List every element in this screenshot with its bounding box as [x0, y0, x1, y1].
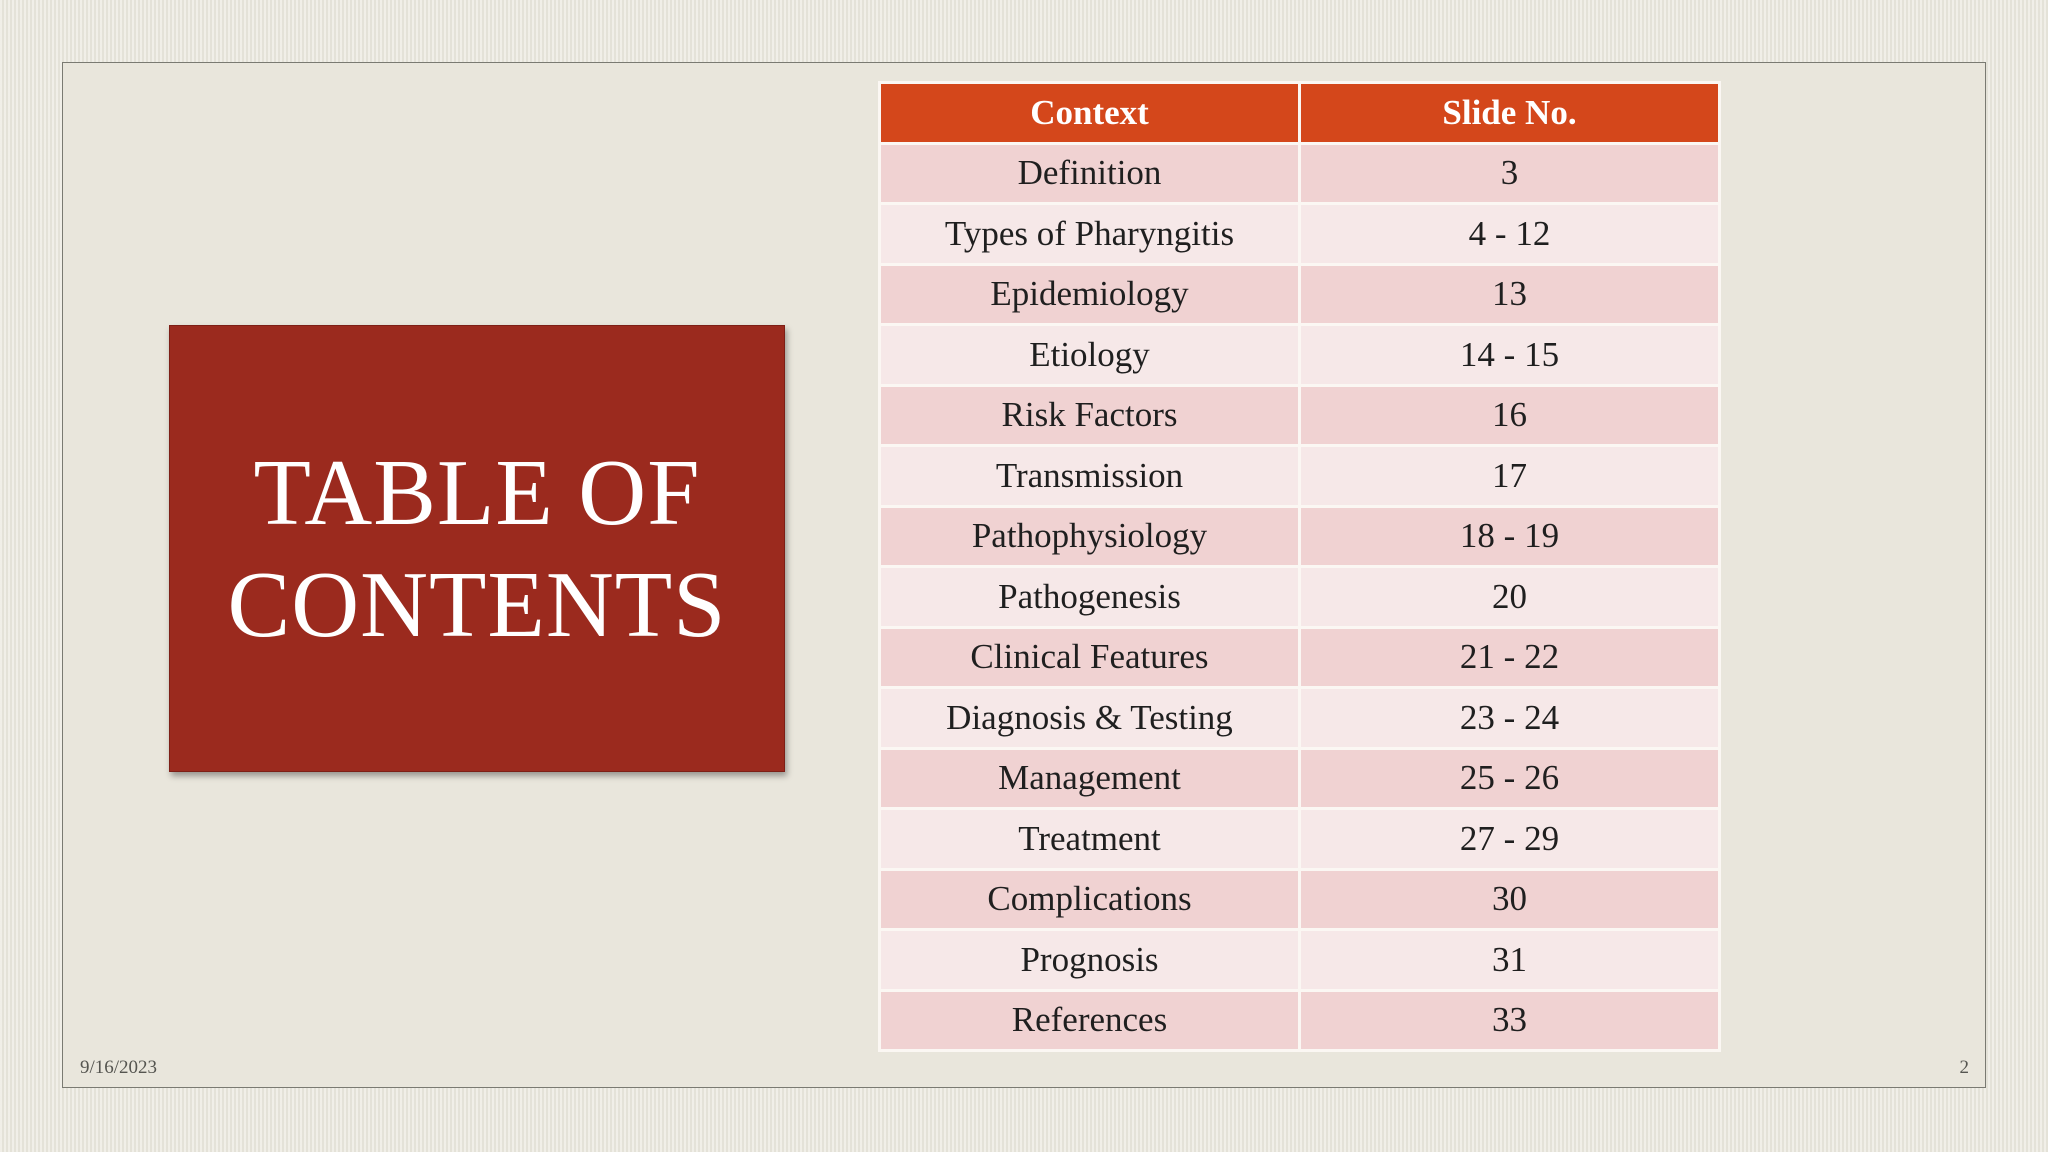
slide-title: TABLE OF CONTENTS: [227, 440, 727, 657]
row-context: Pathogenesis: [878, 565, 1301, 629]
row-slide-no: 18 - 19: [1298, 504, 1721, 568]
table-row: Management 25 - 26: [878, 746, 1721, 810]
table-row: Etiology 14 - 15: [878, 323, 1721, 387]
table-row: Risk Factors 16: [878, 383, 1721, 447]
slide-number: 2: [1959, 1057, 1970, 1078]
contents-table: Context Slide No. Definition 3 Types of …: [878, 81, 1721, 1052]
table-row: Clinical Features 21 - 22: [878, 625, 1721, 689]
row-context: Prognosis: [878, 928, 1301, 992]
row-context: Risk Factors: [878, 383, 1301, 447]
row-context: Transmission: [878, 444, 1301, 508]
slide: TABLE OF CONTENTS Context Slide No. Defi…: [62, 62, 1986, 1088]
row-context: Clinical Features: [878, 625, 1301, 689]
row-slide-no: 3: [1298, 141, 1721, 205]
row-slide-no: 23 - 24: [1298, 686, 1721, 750]
table-row: Prognosis 31: [878, 928, 1721, 992]
row-context: Complications: [878, 867, 1301, 931]
row-slide-no: 30: [1298, 867, 1721, 931]
row-context: Types of Pharyngitis: [878, 202, 1301, 266]
table-row: Transmission 17: [878, 444, 1721, 508]
row-slide-no: 33: [1298, 988, 1721, 1052]
row-slide-no: 17: [1298, 444, 1721, 508]
table-row: Epidemiology 13: [878, 262, 1721, 326]
row-context: Epidemiology: [878, 262, 1301, 326]
title-box: TABLE OF CONTENTS: [169, 325, 785, 772]
row-slide-no: 27 - 29: [1298, 807, 1721, 871]
row-slide-no: 25 - 26: [1298, 746, 1721, 810]
table-row: Diagnosis & Testing 23 - 24: [878, 686, 1721, 750]
table-row: Complications 30: [878, 867, 1721, 931]
row-context: Pathophysiology: [878, 504, 1301, 568]
row-context: Management: [878, 746, 1301, 810]
table-row: Pathophysiology 18 - 19: [878, 504, 1721, 568]
row-slide-no: 21 - 22: [1298, 625, 1721, 689]
row-slide-no: 20: [1298, 565, 1721, 629]
row-context: Diagnosis & Testing: [878, 686, 1301, 750]
table-row: References 33: [878, 988, 1721, 1052]
column-header-slide-no: Slide No.: [1298, 81, 1721, 145]
table-row: Pathogenesis 20: [878, 565, 1721, 629]
table-row: Treatment 27 - 29: [878, 807, 1721, 871]
table-header-row: Context Slide No.: [878, 81, 1721, 145]
table-row: Definition 3: [878, 141, 1721, 205]
row-slide-no: 14 - 15: [1298, 323, 1721, 387]
row-context: Definition: [878, 141, 1301, 205]
row-context: Treatment: [878, 807, 1301, 871]
row-slide-no: 16: [1298, 383, 1721, 447]
row-slide-no: 13: [1298, 262, 1721, 326]
footer-date: 9/16/2023: [80, 1057, 158, 1078]
row-context: References: [878, 988, 1301, 1052]
row-context: Etiology: [878, 323, 1301, 387]
row-slide-no: 31: [1298, 928, 1721, 992]
row-slide-no: 4 - 12: [1298, 202, 1721, 266]
table-row: Types of Pharyngitis 4 - 12: [878, 202, 1721, 266]
column-header-context: Context: [878, 81, 1301, 145]
